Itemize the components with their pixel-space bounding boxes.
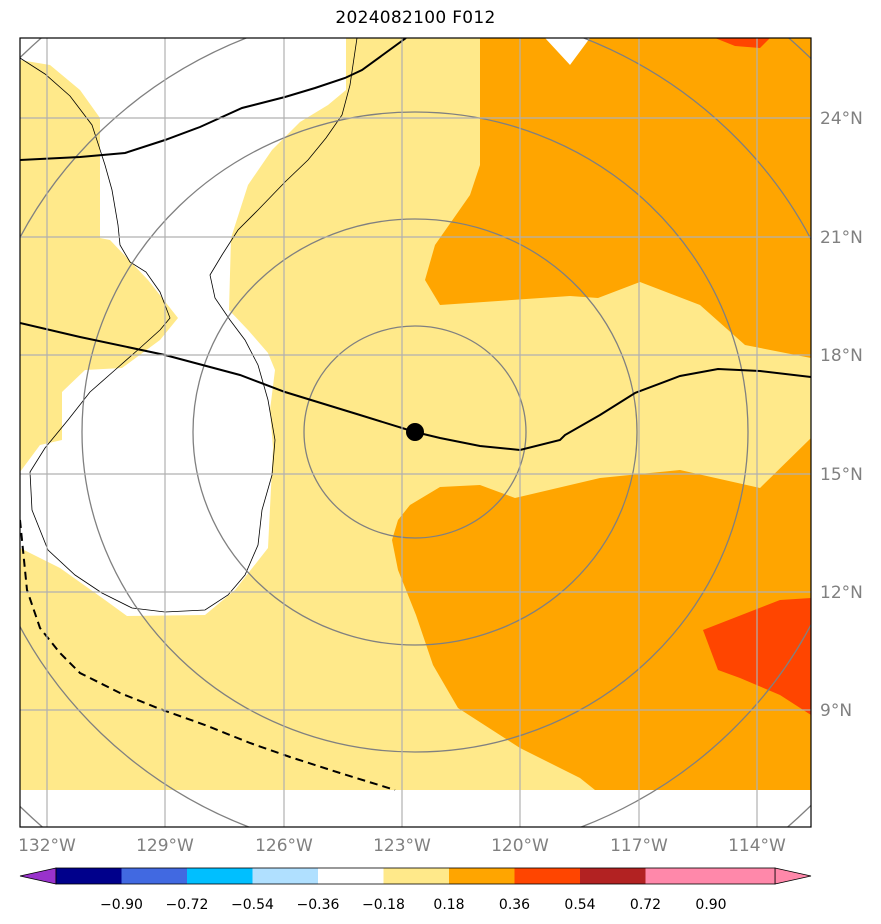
colorbar-extend-high [774,867,812,885]
colorbar-tick-label: −0.18 [362,897,405,913]
field-orange-region-south [392,438,811,790]
longitude-axis: 132°W 129°W 126°W 123°W 120°W 117°W 114°… [18,836,786,856]
colorbar-tick-label: 0.90 [695,897,726,913]
track-line-north [20,38,407,161]
lon-label: 117°W [610,836,668,856]
field-red-region-north [715,38,770,48]
lat-label: 24°N [820,109,863,129]
coastline [20,38,358,613]
lon-label: 114°W [728,836,786,856]
colorbar-segment [187,868,253,884]
gridlines [20,38,811,827]
colorbar-tick-label: 0.18 [433,897,464,913]
field-white-region-north [20,38,346,616]
colorbar: −0.90 −0.72 −0.54 −0.36 −0.18 0.18 0.36 … [19,867,812,913]
colorbar-segment [318,868,384,884]
lon-label: 123°W [373,836,431,856]
colorbar-tick-label: 0.54 [564,897,595,913]
colorbar-segment [711,868,775,884]
map-frame [19,37,812,828]
colorbar-segment [580,868,646,884]
field-white-region-south [20,790,811,827]
lat-label: 15°N [820,465,863,485]
lat-label: 9°N [820,701,852,721]
lat-label: 18°N [820,346,863,366]
colorbar-tick-label: −0.36 [297,897,340,913]
colorbar-tick-label: −0.72 [166,897,209,913]
colorbar-segment [383,868,449,884]
colorbar-tick-label: 0.72 [630,897,661,913]
field-white-region-northeast [545,38,590,65]
range-ring-3 [81,111,749,753]
track-line-dashed [20,519,396,791]
colorbar-tick-label: 0.36 [499,897,530,913]
colorbar-segment [121,868,187,884]
latitude-axis: 24°N 21°N 18°N 15°N 12°N 9°N [820,109,863,721]
map-title: 2024082100 F012 [335,8,496,28]
colorbar-extend-low [19,867,57,885]
colorbar-segment [514,868,580,884]
range-ring-1 [303,325,527,539]
colorbar-frame [55,867,776,885]
lat-label: 12°N [820,583,863,603]
lon-label: 129°W [136,836,194,856]
storm-center-marker [406,423,424,441]
colorbar-segment [252,868,318,884]
range-ring-2 [192,218,638,646]
lon-label: 120°W [491,836,549,856]
lat-label: 21°N [820,228,863,248]
colorbar-tick-label: −0.90 [100,897,143,913]
colorbar-tick-label: −0.54 [231,897,274,913]
colorbar-segment [449,868,515,884]
colorbar-segment [56,868,122,884]
lon-label: 132°W [18,836,76,856]
track-line-main [20,322,811,452]
lon-label: 126°W [255,836,313,856]
colorbar-segment [645,868,711,884]
